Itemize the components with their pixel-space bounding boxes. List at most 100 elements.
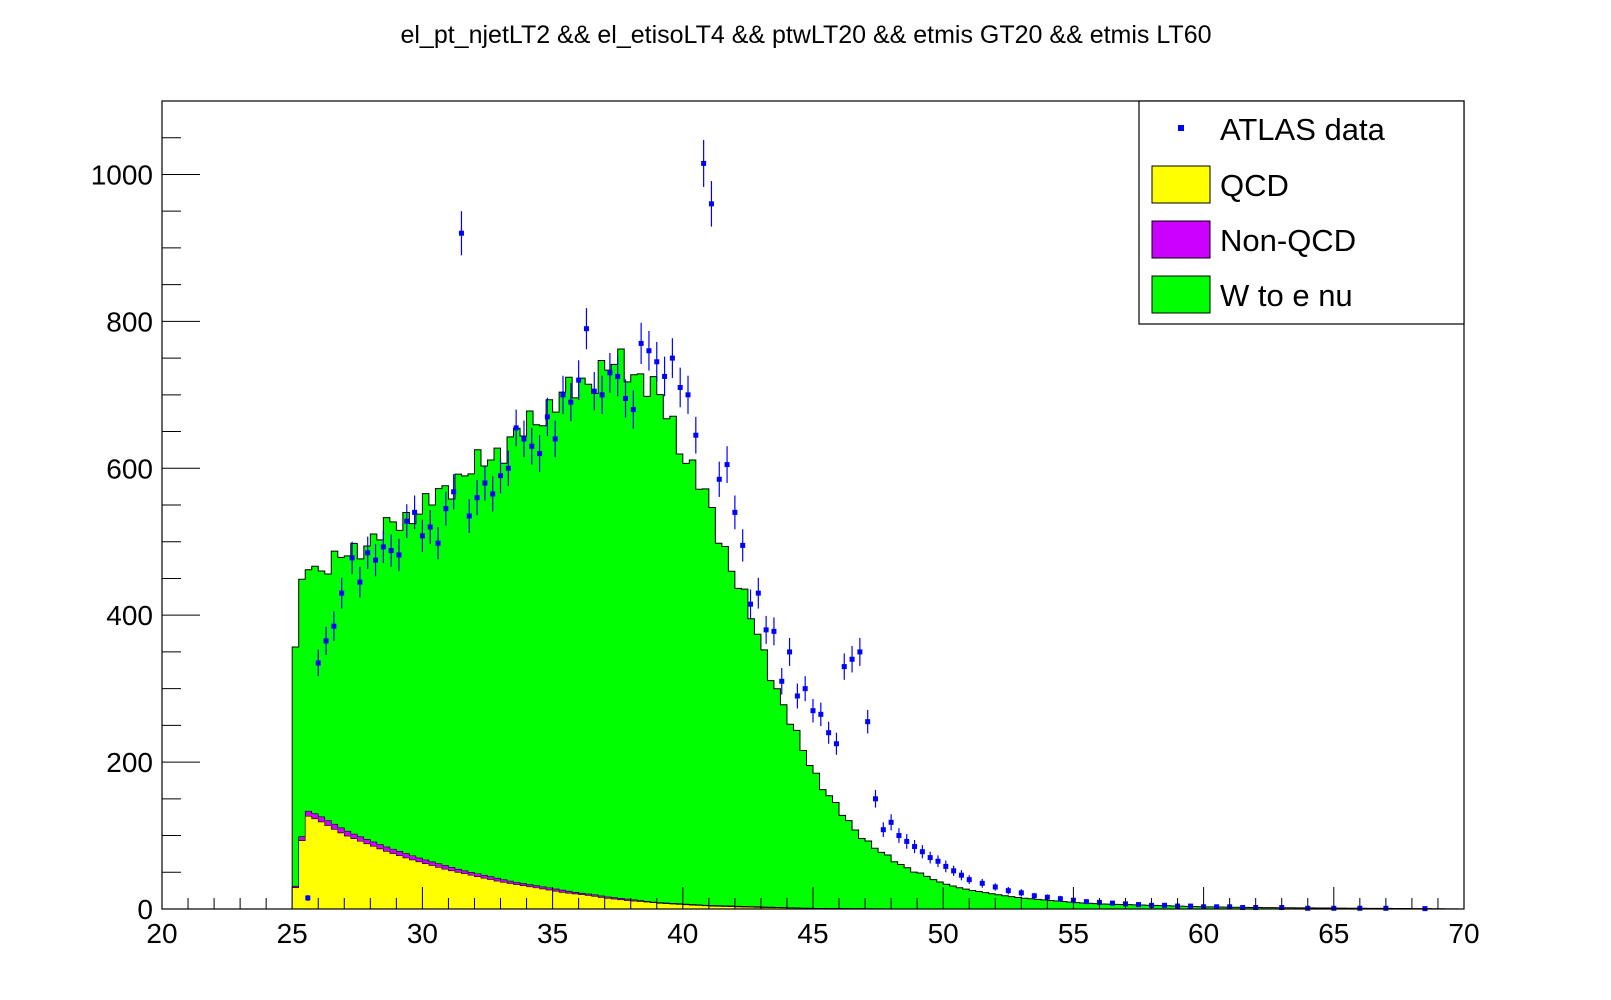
data-point	[404, 504, 410, 539]
legend-swatch-qcd	[1151, 165, 1211, 204]
axes: 20 25 30 35 40 45 50 55 60 65 70 0 200 400 600 800 1000	[91, 100, 1480, 949]
data-points	[305, 139, 1428, 912]
x-tick-label: 65	[1318, 918, 1349, 949]
legend-label-atlas-data: ATLAS data	[1220, 112, 1386, 147]
data-point	[1083, 899, 1089, 905]
x-tick-label: 60	[1188, 918, 1219, 949]
data-point	[474, 480, 480, 516]
data-point	[623, 379, 629, 418]
legend-swatch-w-to-e-nu	[1151, 275, 1211, 314]
data-point	[521, 420, 527, 458]
data-point	[576, 360, 582, 400]
data-point	[771, 617, 777, 646]
x-tick-label: 55	[1058, 918, 1089, 949]
legend-label-qcd: QCD	[1220, 168, 1289, 203]
data-point	[919, 845, 925, 859]
data-point	[802, 676, 808, 702]
y-tick-label: 400	[106, 600, 153, 631]
y-tick-label: 600	[106, 453, 153, 484]
data-point	[443, 491, 449, 526]
data-point	[365, 536, 371, 569]
data-point	[833, 732, 839, 755]
data-point	[419, 519, 425, 553]
data-point	[732, 495, 738, 530]
data-point	[880, 822, 886, 838]
data-point	[331, 611, 337, 641]
data-point	[466, 499, 472, 533]
data-point	[1109, 900, 1115, 906]
data-point	[599, 375, 605, 414]
data-point	[305, 895, 311, 901]
data-point	[490, 476, 496, 512]
chart-title: el_pt_njetLT2 && el_etisoLT4 && ptwLT20 …	[400, 21, 1211, 49]
x-tick-label: 35	[537, 918, 568, 949]
data-point	[992, 883, 998, 891]
x-tick-label: 45	[797, 918, 828, 949]
data-point	[396, 538, 402, 572]
data-point	[498, 457, 504, 494]
data-point	[849, 646, 855, 673]
data-point	[1031, 892, 1037, 899]
data-point	[646, 330, 652, 371]
y-tick-label: 200	[106, 747, 153, 778]
data-point	[708, 181, 714, 227]
data-point	[888, 814, 894, 831]
data-point	[357, 566, 363, 598]
data-point	[451, 474, 457, 510]
data-point	[1057, 895, 1063, 902]
data-point	[865, 709, 871, 734]
data-point	[1188, 903, 1194, 909]
data-point	[857, 637, 863, 666]
data-point	[755, 577, 761, 609]
data-point	[966, 875, 972, 885]
legend: ATLAS data QCD Non-QCD W to e nu	[1138, 100, 1465, 325]
data-point	[615, 356, 621, 397]
data-point	[630, 390, 636, 429]
data-point	[701, 139, 707, 187]
data-point	[505, 450, 511, 486]
legend-swatch-non-qcd	[1151, 220, 1211, 259]
data-point	[826, 721, 832, 744]
data-point	[935, 855, 941, 868]
data-point	[896, 828, 902, 843]
data-point	[1162, 902, 1168, 908]
x-tick-label: 30	[407, 918, 438, 949]
legend-label-w-to-e-nu: W to e nu	[1220, 278, 1353, 313]
data-point	[1005, 886, 1011, 895]
data-point	[787, 637, 793, 666]
data-point	[979, 878, 985, 888]
data-point	[693, 416, 699, 454]
data-point	[537, 435, 543, 472]
x-tick-label: 70	[1448, 918, 1479, 949]
data-point	[1240, 905, 1246, 911]
data-point	[724, 446, 730, 483]
data-point	[872, 790, 878, 808]
data-point	[763, 615, 769, 644]
data-point	[591, 372, 597, 411]
data-point	[1136, 902, 1141, 908]
data-point	[482, 465, 488, 501]
data-point	[779, 668, 785, 695]
data-point	[716, 461, 722, 497]
data-point	[748, 589, 754, 619]
data-point	[607, 352, 613, 393]
data-point	[315, 649, 321, 677]
data-point	[529, 427, 535, 465]
data-point	[685, 375, 691, 414]
data-point	[841, 653, 847, 680]
data-point	[323, 626, 329, 655]
data-point	[513, 409, 519, 447]
data-point	[427, 510, 433, 544]
data-point	[638, 322, 644, 364]
data-point	[388, 534, 394, 567]
data-point	[339, 577, 345, 609]
data-point	[958, 870, 964, 881]
data-point	[904, 834, 910, 849]
x-tick-label: 25	[277, 918, 308, 949]
data-point	[662, 356, 668, 397]
data-point	[943, 860, 949, 873]
stacked-histograms	[291, 348, 1465, 910]
x-tick-label: 50	[928, 918, 959, 949]
histogram-w-to-e-nu	[291, 348, 1465, 910]
